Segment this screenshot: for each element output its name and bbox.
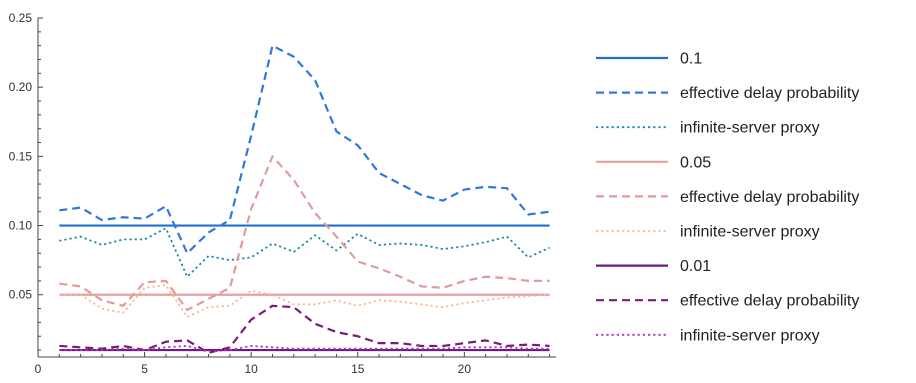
legend-label-3: 0.05 xyxy=(680,154,711,171)
legend-label-6: 0.01 xyxy=(680,258,711,275)
y-tick-label: 0.25 xyxy=(9,11,33,25)
axes xyxy=(37,18,556,358)
legend-label-0: 0.1 xyxy=(680,51,702,68)
series-line-7 xyxy=(59,304,550,354)
y-tick-label: 0.10 xyxy=(9,219,33,233)
series-line-2 xyxy=(59,227,550,278)
tick-marks: 0 5 10 15 20 0.05 0.10 0.15 0.20 0.25 xyxy=(9,11,551,376)
legend-label-4: effective delay probability xyxy=(680,189,859,206)
x-tick-label: 5 xyxy=(141,362,148,376)
legend-label-5: infinite-server proxy xyxy=(680,224,820,241)
series-line-5 xyxy=(59,284,550,318)
x-tick-label: 15 xyxy=(351,362,365,376)
y-tick-label: 0.20 xyxy=(9,80,33,94)
y-tick-label: 0.15 xyxy=(9,149,33,163)
series-line-1 xyxy=(59,44,550,255)
x-tick-label: 0 xyxy=(35,362,42,376)
series-layer xyxy=(59,44,550,354)
y-tick-label: 0.05 xyxy=(9,288,33,302)
legend-label-7: effective delay probability xyxy=(680,293,859,310)
legend-label-2: infinite-server proxy xyxy=(680,120,820,137)
legend: 0.1 effective delay probability infinite-s… xyxy=(596,51,859,344)
series-line-4 xyxy=(59,155,550,312)
x-tick-label: 10 xyxy=(244,362,258,376)
legend-label-8: infinite-server proxy xyxy=(680,327,820,344)
legend-label-1: effective delay probability xyxy=(680,85,859,102)
x-tick-label: 20 xyxy=(458,362,472,376)
